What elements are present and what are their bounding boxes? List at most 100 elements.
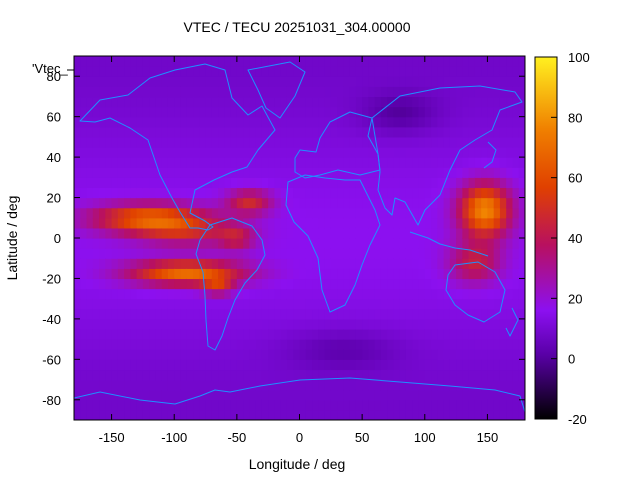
- heatmap-cell: [99, 177, 106, 189]
- heatmap-cell: [124, 177, 131, 189]
- heatmap-cell: [236, 177, 244, 189]
- heatmap-cell: [456, 187, 463, 199]
- heatmap-cell: [86, 268, 94, 280]
- heatmap-cell: [261, 217, 269, 229]
- heatmap-cell: [86, 167, 94, 178]
- heatmap-cell: [449, 359, 457, 371]
- heatmap-cell: [249, 86, 257, 98]
- heatmap-cell: [74, 238, 81, 249]
- heatmap-cell: [481, 187, 489, 199]
- heatmap-cell: [474, 136, 482, 148]
- heatmap-cell: [412, 278, 420, 290]
- heatmap-cell: [86, 389, 94, 401]
- heatmap-cell: [199, 298, 207, 310]
- heatmap-cell: [149, 157, 157, 168]
- heatmap-cell: [130, 318, 138, 330]
- heatmap-cell: [236, 268, 244, 280]
- heatmap-cell: [124, 197, 131, 209]
- heatmap-cell: [255, 126, 263, 138]
- heatmap-cell: [224, 227, 232, 239]
- heatmap-cell: [412, 217, 420, 229]
- heatmap-cell: [312, 96, 319, 108]
- heatmap-cell: [393, 389, 401, 401]
- heatmap-cell: [512, 106, 520, 118]
- heatmap-cell: [393, 308, 401, 320]
- heatmap-cell: [368, 329, 376, 340]
- heatmap-cell: [487, 298, 495, 310]
- heatmap-cell: [130, 207, 138, 219]
- heatmap-cell: [180, 187, 188, 199]
- heatmap-cell: [186, 167, 194, 178]
- heatmap-cell: [380, 379, 388, 391]
- heatmap-cell: [261, 308, 269, 320]
- heatmap-cell: [149, 318, 157, 330]
- heatmap-cell: [468, 96, 476, 108]
- heatmap-cell: [105, 157, 113, 168]
- heatmap-cell: [142, 157, 150, 168]
- heatmap-cell: [437, 389, 445, 401]
- heatmap-cell: [105, 227, 113, 239]
- heatmap-cell: [105, 238, 113, 249]
- heatmap-cell: [387, 238, 395, 249]
- heatmap-cell: [437, 106, 445, 118]
- heatmap-cell: [324, 207, 332, 219]
- heatmap-cell: [136, 298, 144, 310]
- heatmap-cell: [230, 318, 238, 330]
- heatmap-cell: [337, 116, 344, 128]
- heatmap-cell: [199, 106, 207, 118]
- heatmap-cell: [324, 227, 332, 239]
- heatmap-cell: [249, 329, 257, 340]
- heatmap-cell: [349, 308, 357, 320]
- heatmap-cell: [349, 96, 357, 108]
- heatmap-cell: [124, 126, 131, 138]
- heatmap-cell: [324, 298, 332, 310]
- heatmap-cell: [199, 66, 207, 77]
- heatmap-cell: [224, 318, 232, 330]
- heatmap-cell: [343, 238, 351, 249]
- heatmap-cell: [431, 298, 438, 310]
- heatmap-cell: [449, 318, 457, 330]
- heatmap-cell: [286, 288, 294, 300]
- heatmap-cell: [443, 177, 451, 189]
- heatmap-cell: [249, 207, 257, 219]
- heatmap-cell: [111, 76, 119, 87]
- heatmap-cell: [343, 318, 351, 330]
- heatmap-cell: [368, 268, 376, 280]
- heatmap-cell: [161, 227, 169, 239]
- heatmap-cell: [124, 268, 131, 280]
- heatmap-cell: [437, 177, 445, 189]
- heatmap-cell: [161, 147, 169, 158]
- heatmap-cell: [174, 116, 182, 128]
- heatmap-cell: [387, 187, 395, 199]
- heatmap-cell: [312, 349, 319, 360]
- heatmap-cell: [506, 298, 514, 310]
- heatmap-cell: [349, 329, 357, 340]
- heatmap-cell: [111, 399, 119, 411]
- heatmap-cell: [218, 399, 225, 411]
- heatmap-cell: [155, 268, 163, 280]
- heatmap-cell: [286, 66, 294, 77]
- heatmap-cell: [512, 359, 520, 371]
- heatmap-cell: [487, 399, 495, 411]
- heatmap-cell: [130, 197, 138, 209]
- heatmap-cell: [205, 288, 213, 300]
- heatmap-cell: [368, 187, 376, 199]
- heatmap-cell: [161, 238, 169, 249]
- heatmap-cell: [399, 207, 407, 219]
- heatmap-cell: [462, 167, 470, 178]
- heatmap-cell: [499, 157, 507, 168]
- heatmap-cell: [362, 86, 369, 98]
- heatmap-cell: [506, 227, 514, 239]
- heatmap-cell: [167, 379, 175, 391]
- heatmap-cell: [136, 177, 144, 189]
- heatmap-cell: [518, 207, 525, 219]
- heatmap-cell: [193, 369, 200, 381]
- heatmap-cell: [180, 349, 188, 360]
- heatmap-cell: [374, 227, 382, 239]
- heatmap-cell: [161, 258, 169, 269]
- heatmap-cell: [174, 207, 182, 219]
- heatmap-cell: [330, 339, 338, 350]
- heatmap-cell: [431, 369, 438, 381]
- heatmap-cell: [405, 157, 413, 168]
- heatmap-cell: [80, 349, 88, 360]
